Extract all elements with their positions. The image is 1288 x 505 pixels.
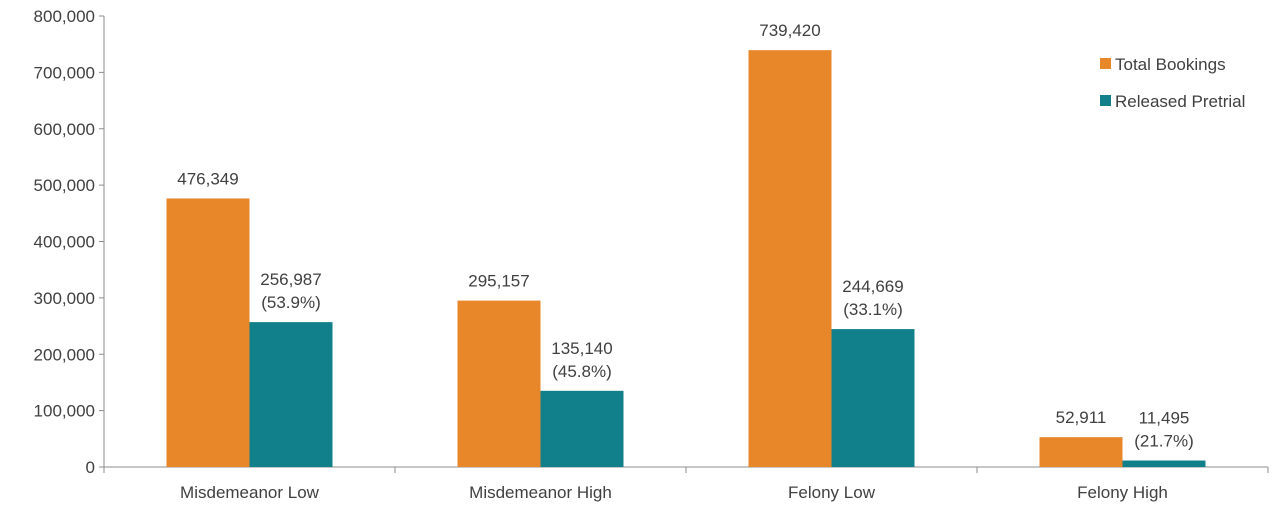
- legend-swatch: [1100, 95, 1111, 106]
- data-label: 244,669: [842, 277, 903, 296]
- y-axis: 0 100,000 200,000 300,000 400,000 500,000 600,…: [34, 7, 105, 477]
- data-label: 256,987: [260, 270, 321, 289]
- category-label: Misdemeanor High: [469, 483, 612, 502]
- data-label: 11,495: [1139, 409, 1190, 428]
- bar-total-bookings: [457, 300, 541, 467]
- data-label: 739,420: [759, 21, 820, 40]
- data-label: 135,140: [551, 339, 612, 358]
- y-tick-label: 500,000: [34, 176, 95, 195]
- bar-released-pretrial: [249, 322, 333, 467]
- data-label: (45.8%): [552, 362, 612, 381]
- bar-total-bookings: [748, 50, 832, 467]
- x-axis: Misdemeanor Low Misdemeanor High Felony Lo…: [103, 466, 1269, 502]
- legend-label: Released Pretrial: [1115, 92, 1245, 111]
- y-tick-label: 100,000: [34, 402, 95, 421]
- data-label: (21.7%): [1134, 432, 1194, 451]
- legend-label: Total Bookings: [1115, 55, 1226, 74]
- bars: [166, 50, 1206, 467]
- y-tick-label: 800,000: [34, 7, 95, 26]
- y-tick-label: 700,000: [34, 63, 95, 82]
- bar-released-pretrial: [540, 390, 624, 467]
- data-labels: 476,349 295,157 739,420 52,911 256,987 (53.9%…: [177, 21, 1193, 450]
- category-label: Felony Low: [788, 483, 876, 502]
- data-label: 52,911: [1056, 408, 1107, 427]
- y-tick-label: 300,000: [34, 289, 95, 308]
- category-label: Felony High: [1077, 483, 1168, 502]
- y-tick-label: 600,000: [34, 120, 95, 139]
- legend: Total Bookings Released Pretrial: [1100, 55, 1245, 111]
- bar-released-pretrial: [1122, 460, 1206, 467]
- bar-total-bookings: [1039, 437, 1123, 467]
- data-label: (33.1%): [843, 300, 903, 319]
- category-label: Misdemeanor Low: [180, 483, 320, 502]
- y-tick-label: 400,000: [34, 233, 95, 252]
- y-tick-label: 200,000: [34, 345, 95, 364]
- bar-total-bookings: [166, 198, 250, 467]
- data-label: 476,349: [177, 169, 238, 188]
- bar-released-pretrial: [831, 329, 915, 467]
- data-label: (53.9%): [261, 293, 321, 312]
- y-tick-label: 0: [86, 458, 95, 477]
- legend-swatch: [1100, 58, 1111, 69]
- data-label: 295,157: [468, 272, 529, 291]
